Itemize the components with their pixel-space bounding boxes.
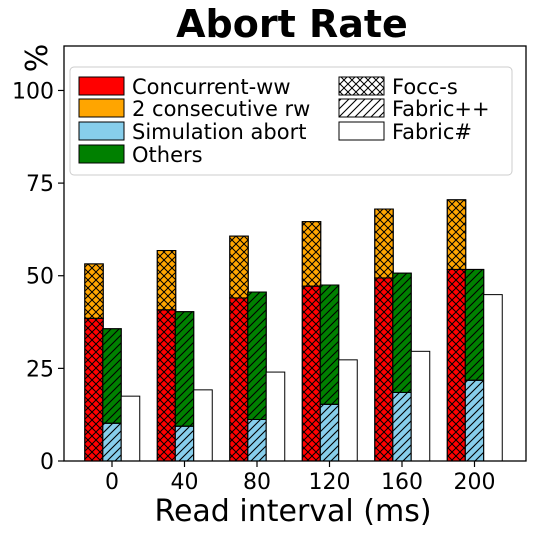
bar-hatch-fabricpp-simulation-abort-120: [319, 403, 340, 462]
bar-hatch-fabricpp-simulation-abort-200: [464, 379, 485, 462]
y-tick-label-0: 0: [40, 450, 54, 475]
bar-hatch-focc-s-2-consecutive-rw-0: [84, 263, 104, 319]
bar-hatch-fabricpp-others-80: [247, 291, 267, 420]
bar-fabricsharp-fabricsharp-0: [120, 395, 141, 462]
bar-hatch-focc-s-2-consecutive-rw-160: [374, 208, 394, 279]
axes-layer: 0 40 80 120 160 200 0 25 50 75 100: [12, 79, 496, 495]
bar-fabricsharp-fabricsharp-40: [193, 389, 213, 462]
bar-hatch-focc-s-2-consecutive-rw-200: [446, 199, 467, 270]
bar-hatch-focc-s-concurrent-ww-40: [156, 309, 177, 462]
bar-hatch-fabricpp-others-40: [174, 311, 195, 427]
y-tick-label-100: 100: [12, 79, 54, 104]
legend-label-fabric-sharp: Fabric#: [392, 120, 472, 144]
bar-hatch-fabricpp-simulation-abort-0: [102, 422, 122, 462]
x-axis-label: Read interval (ms): [154, 494, 431, 529]
legend-box: [69, 66, 513, 176]
plot-frame: [63, 45, 527, 462]
legend-swatch-fabric-pp: [338, 98, 385, 118]
chart-title: Abort Rate: [176, 2, 408, 46]
legend-swatch-focc-s: [338, 76, 385, 96]
bar-hatch-focc-s-2-consecutive-rw-80: [229, 235, 249, 299]
bar-fabricsharp-fabricsharp-80: [265, 371, 286, 462]
legend-label-fabric-pp: Fabric++: [392, 97, 490, 121]
bars-layer: [84, 199, 503, 462]
bar-hatch-fabricpp-simulation-abort-40: [174, 425, 195, 462]
legend-label-simulation-abort: Simulation abort: [132, 120, 306, 144]
legend-label-concurrent-ww: Concurrent-ww: [132, 75, 291, 99]
bar-fabricsharp-fabricsharp-120: [338, 359, 358, 462]
bar-hatch-focc-s-2-consecutive-rw-120: [301, 221, 322, 287]
legend-label-others: Others: [132, 143, 203, 167]
legend-swatch-concurrent-ww: [78, 76, 125, 96]
x-tick-label-40: 40: [171, 470, 199, 495]
bar-hatch-focc-s-concurrent-ww-200: [446, 268, 467, 462]
bar-hatch-fabricpp-simulation-abort-80: [247, 419, 267, 462]
bar-fabricsharp-fabricsharp-160: [410, 350, 431, 462]
bar-hatch-focc-s-concurrent-ww-120: [301, 285, 322, 462]
legend-label-focc-s: Focc-s: [392, 75, 458, 99]
x-tick-label-200: 200: [454, 470, 496, 495]
bar-hatch-focc-s-concurrent-ww-0: [84, 317, 104, 462]
bar-hatch-focc-s-2-consecutive-rw-40: [156, 250, 177, 311]
y-axis-label: %: [20, 44, 55, 73]
bar-hatch-focc-s-concurrent-ww-160: [374, 277, 394, 462]
y-tick-label-50: 50: [26, 265, 54, 290]
legend-swatch-fabric-sharp: [338, 121, 385, 141]
bar-hatch-fabricpp-others-160: [392, 272, 412, 393]
legend-swatch-2-consecutive-rw: [78, 98, 125, 118]
bar-fabricsharp-fabricsharp-200: [483, 294, 503, 462]
x-tick-label-160: 160: [381, 470, 423, 495]
bar-hatch-fabricpp-others-0: [102, 328, 122, 424]
bar-hatch-fabricpp-simulation-abort-160: [392, 391, 412, 462]
x-tick-label-80: 80: [243, 470, 271, 495]
legend-swatch-simulation-abort: [78, 121, 125, 141]
bar-hatch-fabricpp-others-200: [464, 268, 485, 381]
x-tick-label-0: 0: [105, 470, 119, 495]
bar-hatch-fabricpp-others-120: [319, 284, 340, 405]
y-tick-label-75: 75: [26, 172, 54, 197]
legend: Concurrent-ww 2 consecutive rw Simulatio…: [69, 66, 513, 176]
x-tick-label-120: 120: [309, 470, 351, 495]
legend-swatch-others: [78, 144, 125, 164]
legend-label-2-consecutive-rw: 2 consecutive rw: [132, 97, 310, 121]
y-tick-label-25: 25: [26, 357, 54, 382]
bar-hatch-focc-s-concurrent-ww-80: [229, 297, 249, 462]
